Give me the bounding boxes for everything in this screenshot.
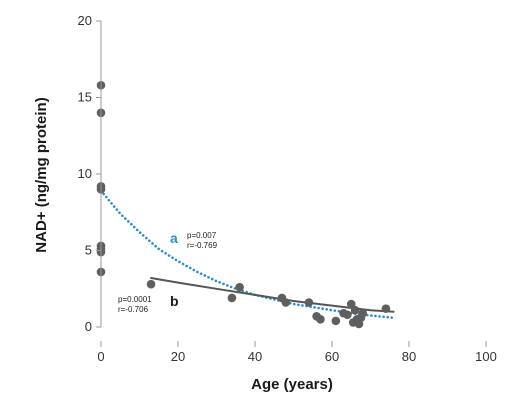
data-point [343, 310, 352, 320]
curve-a-p-value: p=0.007 [187, 231, 217, 240]
y-axis-ticks: 0 5 10 15 20 [78, 13, 101, 334]
x-axis-label: Age (years) [251, 376, 333, 393]
data-point [331, 316, 341, 326]
data-point [316, 315, 325, 324]
x-axis-ticks: 0 20 40 60 80 100 [97, 341, 497, 364]
data-point [358, 308, 368, 318]
curve-b-r-value: r=-0.706 [118, 305, 149, 314]
x-tick-label: 60 [325, 349, 339, 364]
data-point [281, 298, 291, 307]
x-tick-label: 40 [248, 349, 262, 364]
data-point [227, 293, 237, 303]
y-tick-label: 20 [78, 13, 92, 28]
data-point [146, 279, 156, 289]
x-tick-label: 20 [171, 349, 185, 364]
curve-a-r-value: r=-0.769 [187, 241, 218, 250]
y-tick-label: 15 [78, 90, 92, 105]
data-point [381, 304, 391, 313]
y-tick-label: 5 [85, 243, 92, 258]
x-tick-label: 0 [97, 349, 104, 364]
y-tick-label: 0 [85, 319, 92, 334]
y-axis-label: NAD+ (ng/mg protein) [33, 97, 50, 252]
data-point [235, 282, 244, 292]
data-point [350, 305, 360, 315]
curve-b-p-value: p=0.0001 [118, 295, 152, 304]
data-point [304, 298, 314, 307]
data-point [346, 299, 356, 309]
y-tick-label: 10 [78, 166, 92, 181]
curve-a-label: a [170, 230, 178, 246]
x-tick-label: 80 [402, 349, 416, 364]
x-tick-label: 100 [475, 349, 497, 364]
curve-b-label: b [170, 293, 179, 309]
